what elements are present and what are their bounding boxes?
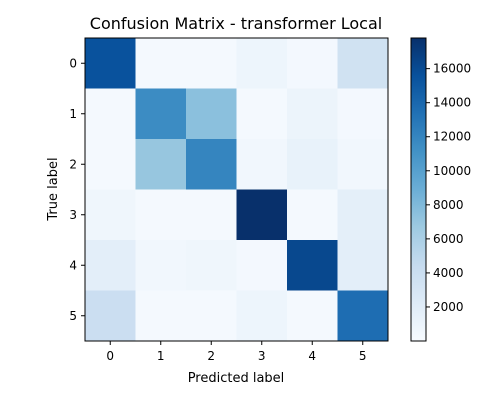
heatmap-cell xyxy=(236,38,288,89)
heatmap-cell xyxy=(135,189,187,241)
colorbar-tick-label: 12000 xyxy=(433,130,471,144)
colorbar-tick-label: 2000 xyxy=(433,300,464,314)
x-axis-label: Predicted label xyxy=(188,371,285,386)
plot-frame xyxy=(84,37,389,342)
heatmap-cell xyxy=(287,290,338,342)
heatmap-cell xyxy=(287,189,338,241)
heatmap-cell xyxy=(287,139,338,190)
heatmap-cell xyxy=(337,38,389,89)
colorbar-tick-label: 10000 xyxy=(433,164,471,178)
heatmap-cell xyxy=(135,240,187,291)
heatmap-cell xyxy=(85,240,136,291)
y-tick-label: 5 xyxy=(69,309,77,323)
heatmap-cell xyxy=(186,290,237,342)
x-tick-label: 4 xyxy=(308,349,316,363)
heatmap-cell xyxy=(287,38,338,89)
colorbar-tick-label: 6000 xyxy=(433,232,464,246)
y-tick-label: 4 xyxy=(69,258,77,272)
x-axis-ticks: 0 1 2 3 4 5 xyxy=(106,341,367,363)
colorbar-tick-label: 14000 xyxy=(433,96,471,110)
y-tick-label: 0 xyxy=(69,56,77,70)
heatmap-cell xyxy=(337,189,389,241)
chart-title: Confusion Matrix - transformer Local xyxy=(90,14,382,33)
heatmap-cell xyxy=(236,189,288,241)
heatmap-cell xyxy=(186,240,237,291)
heatmap-cell xyxy=(337,88,389,140)
colorbar xyxy=(410,37,427,342)
colorbar-ticks: 2000 4000 6000 8000 10000 12000 14000 16000 xyxy=(426,62,471,314)
heatmap-cell xyxy=(135,290,187,342)
heatmap-cell xyxy=(287,240,338,291)
heatmap-cell xyxy=(236,88,288,140)
heatmap-cell xyxy=(236,290,288,342)
colorbar-tick-label: 4000 xyxy=(433,266,464,280)
y-tick-label: 3 xyxy=(69,208,77,222)
heatmap-cell xyxy=(287,88,338,140)
x-tick-label: 2 xyxy=(207,349,215,363)
colorbar-tick-label: 8000 xyxy=(433,198,464,212)
heatmap-cell xyxy=(135,139,187,190)
y-axis-label: True label xyxy=(46,157,61,221)
heatmap-cells xyxy=(85,38,389,342)
heatmap-cell xyxy=(236,139,288,190)
heatmap-cell xyxy=(85,38,136,89)
x-tick-label: 5 xyxy=(359,349,367,363)
heatmap-cell xyxy=(337,240,389,291)
heatmap-cell xyxy=(337,139,389,190)
heatmap-cell xyxy=(236,240,288,291)
heatmap-cell xyxy=(337,290,389,342)
heatmap-cell xyxy=(186,88,237,140)
heatmap-cell xyxy=(186,189,237,241)
heatmap-cell xyxy=(135,88,187,140)
heatmap-cell xyxy=(186,38,237,89)
y-axis-ticks: 0 1 2 3 4 5 xyxy=(69,56,85,323)
heatmap-cell xyxy=(85,88,136,140)
y-tick-label: 2 xyxy=(69,157,77,171)
heatmap-cell xyxy=(186,139,237,190)
x-tick-label: 1 xyxy=(157,349,165,363)
heatmap-cell xyxy=(85,139,136,190)
y-tick-label: 1 xyxy=(69,107,77,121)
heatmap-cell xyxy=(85,189,136,241)
x-tick-label: 3 xyxy=(258,349,266,363)
x-tick-label: 0 xyxy=(106,349,114,363)
heatmap-cell xyxy=(135,38,187,89)
heatmap-cell xyxy=(85,290,136,342)
colorbar-tick-label: 16000 xyxy=(433,62,471,76)
